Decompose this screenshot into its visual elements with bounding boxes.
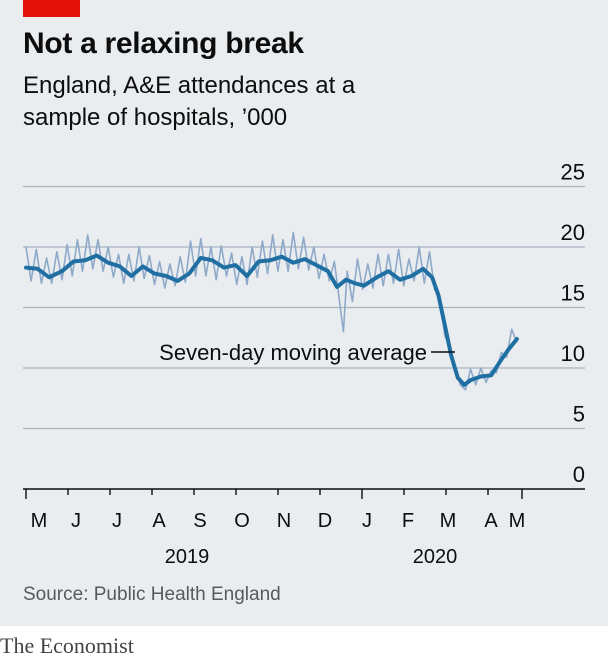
x-tick-label-0: M — [31, 510, 48, 532]
x-tick-label-10: M — [440, 510, 457, 532]
red-tag — [23, 0, 80, 17]
y-tick-label-25: 25 — [561, 160, 585, 185]
y-tick-label-15: 15 — [561, 281, 585, 306]
x-tick-label-9: F — [402, 510, 414, 532]
y-tick-labels: 0 5 10 15 20 25 — [561, 160, 585, 488]
x-tick-label-3: A — [152, 510, 166, 532]
x-tick-label-7: D — [318, 510, 332, 532]
source-note: Source: Public Health England — [23, 584, 281, 605]
x-tick-label-8: J — [362, 510, 372, 532]
x-tick-label-4: S — [193, 510, 206, 532]
moving-average-series — [24, 253, 519, 387]
economist-logo: The Economist — [0, 633, 134, 658]
y-tick-label-0: 0 — [573, 462, 585, 487]
x-year-label-2019: 2019 — [165, 546, 210, 568]
annotation: Seven-day moving average — [159, 340, 455, 365]
y-tick-label-5: 5 — [573, 402, 585, 427]
x-tick-label-1: J — [71, 510, 81, 532]
y-tick-label-10: 10 — [561, 341, 585, 366]
chart-title: Not a relaxing break — [23, 27, 304, 60]
y-tick-label-20: 20 — [561, 220, 585, 245]
x-tick-label-5: O — [234, 510, 250, 532]
x-tick-label-6: N — [277, 510, 291, 532]
chart-subtitle: England, A&E attendances at a sample of … — [23, 72, 356, 131]
x-tick-label-2: J — [112, 510, 122, 532]
annotation-label: Seven-day moving average — [159, 340, 427, 365]
chart-card — [0, 0, 608, 626]
gridlines — [23, 185, 585, 430]
x-tick-label-11: A — [484, 510, 498, 532]
x-tick-label-12: M — [509, 510, 526, 532]
moving-average-line — [24, 253, 519, 387]
x-year-label-2020: 2020 — [413, 546, 458, 568]
